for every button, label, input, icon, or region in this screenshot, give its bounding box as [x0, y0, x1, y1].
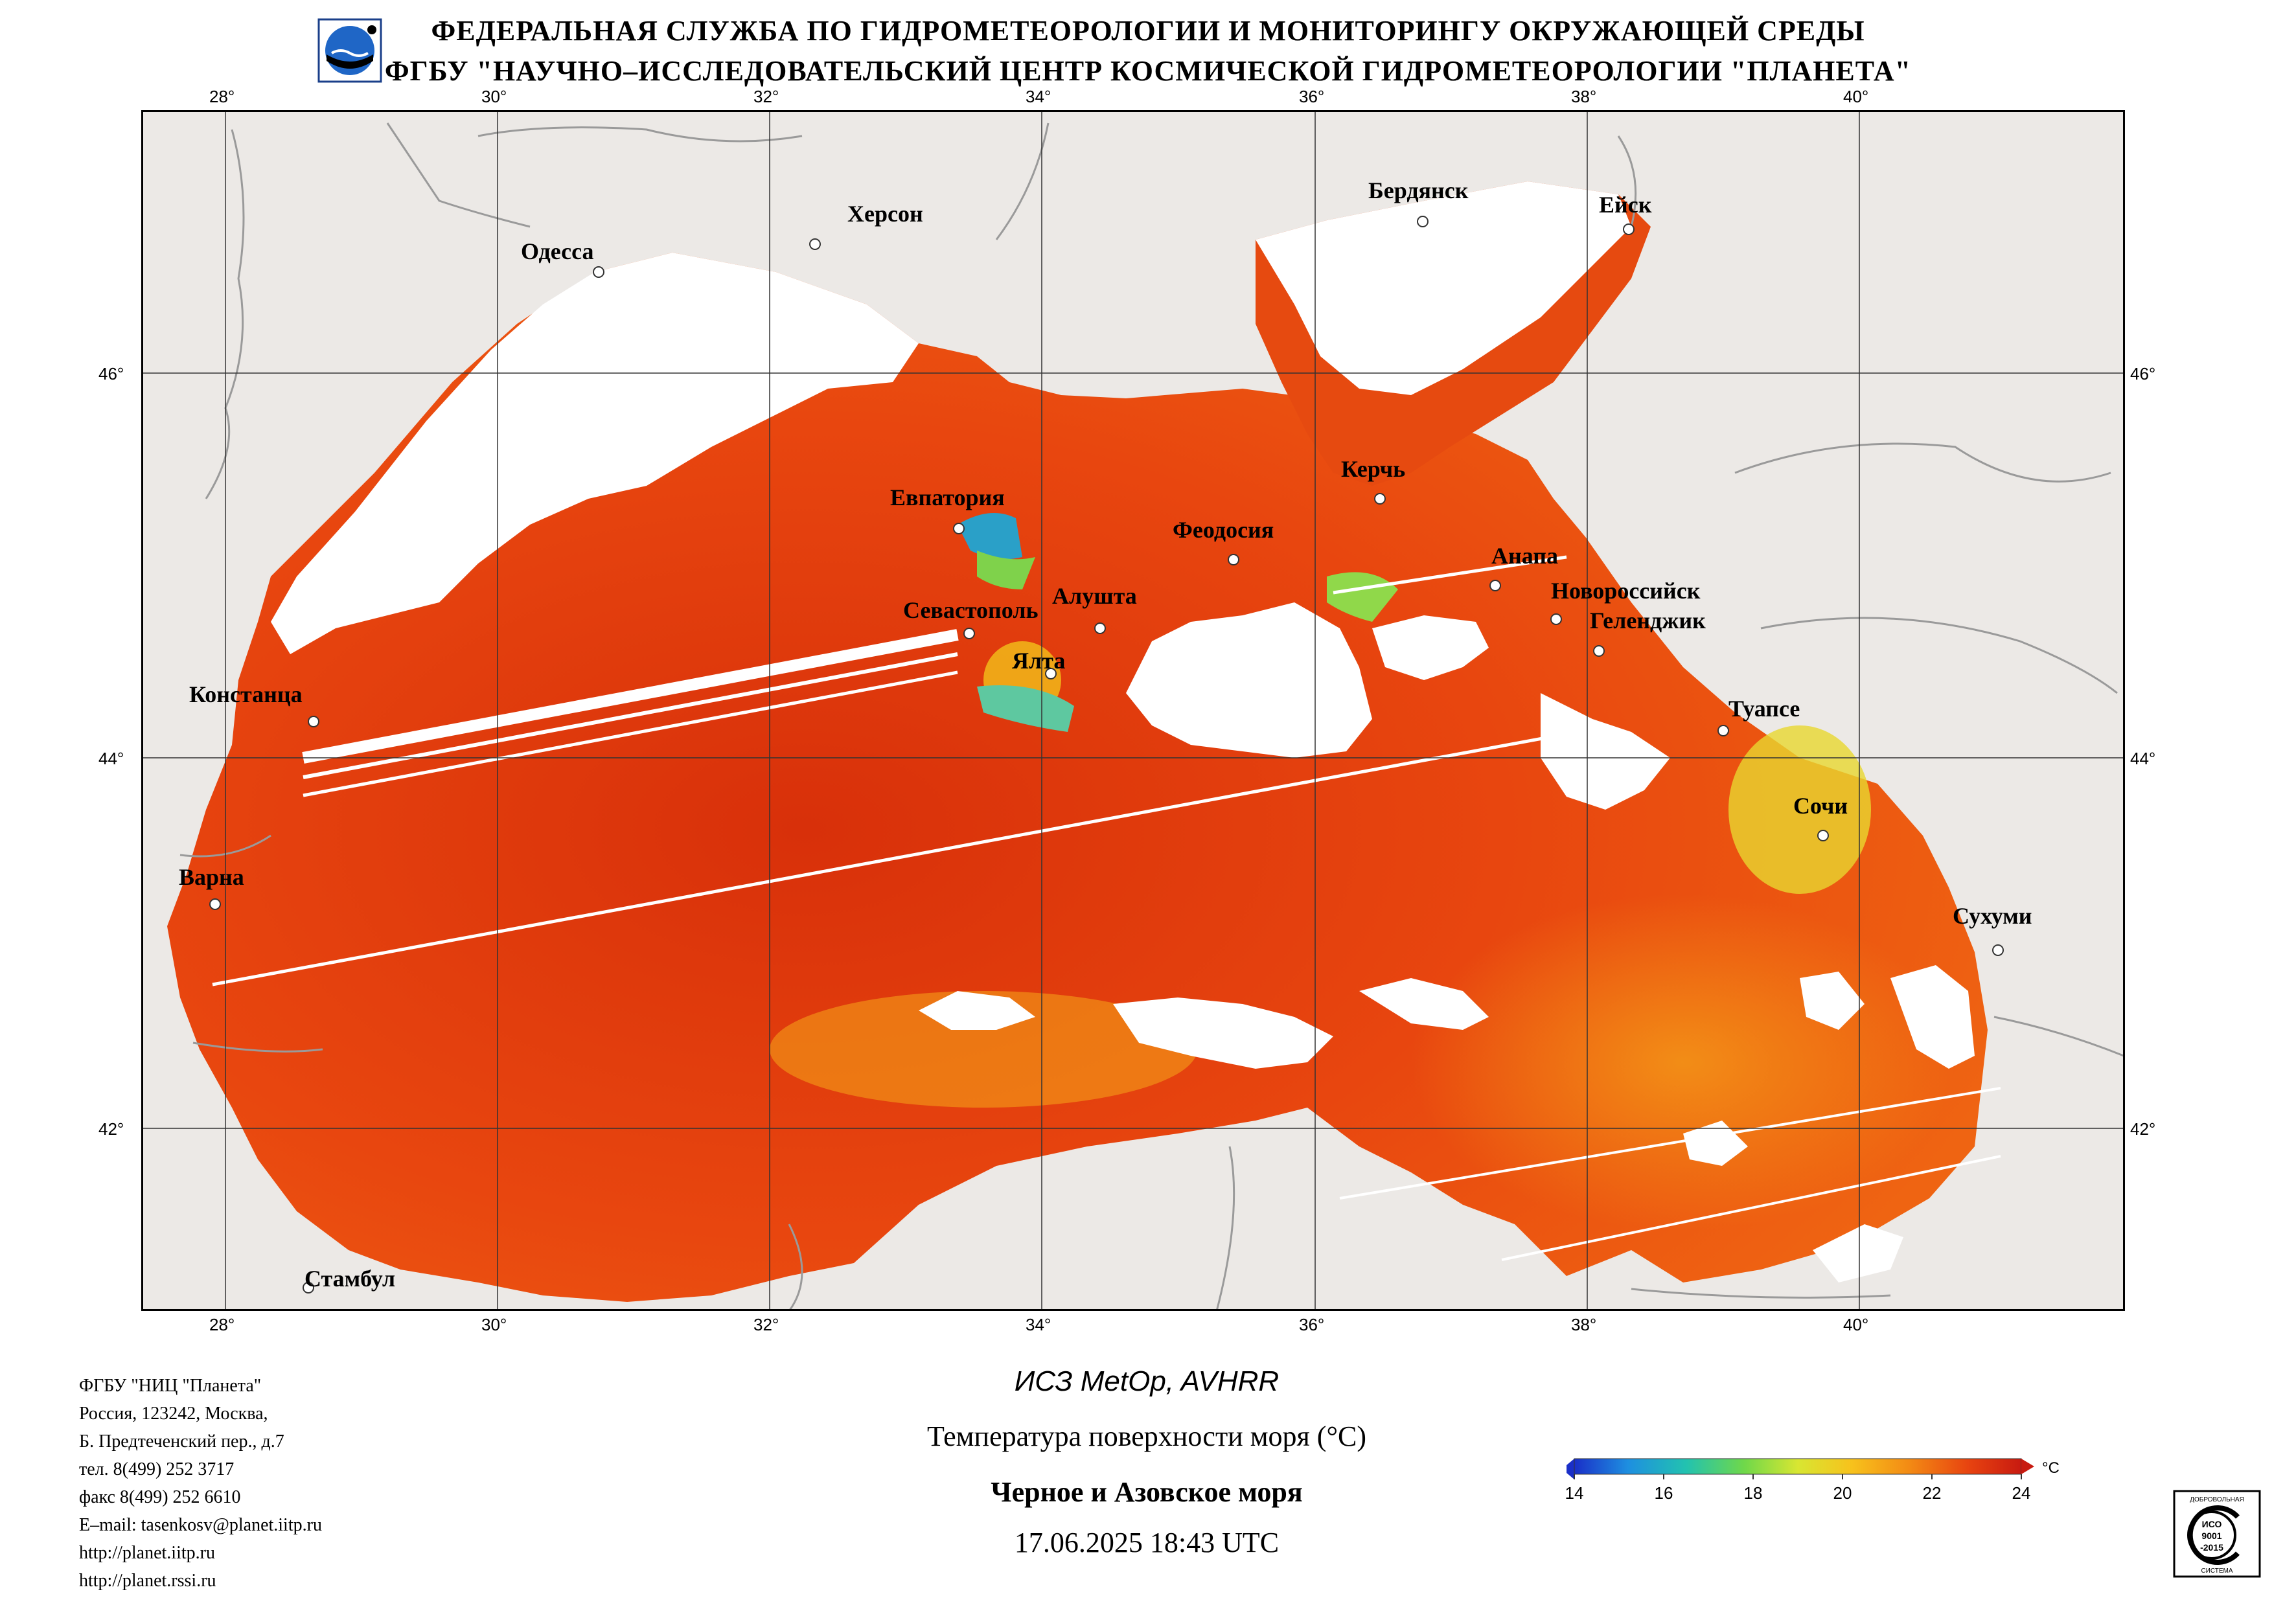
map-canvas: Одесса Херсон Бердянск Ейск Керчь Евпато…: [141, 110, 2125, 1311]
lat-label: 42°: [98, 1119, 124, 1139]
lon-label: 32°: [753, 1315, 779, 1334]
colorbar-tick-label: 18: [1744, 1483, 1763, 1503]
org-phone: тел. 8(499) 252 3717: [79, 1459, 235, 1479]
org-website-2[interactable]: http://planet.rssi.ru: [79, 1571, 216, 1591]
org-name: ФГБУ "НИЦ "Планета": [79, 1376, 262, 1396]
lon-label: 30°: [481, 87, 507, 106]
region-title: Черное и Азовское моря: [991, 1476, 1303, 1508]
cert-top-text: ДОБРОВОЛЬНАЯ: [2190, 1496, 2244, 1503]
city-label-gelendzhik: Геленджик: [1590, 608, 1706, 633]
lon-label: 36°: [1299, 87, 1325, 106]
city-label-sevastopol: Севастополь: [903, 597, 1039, 623]
graticule: [141, 110, 2125, 1311]
lon-label: 36°: [1299, 1315, 1325, 1334]
city-label-kherson: Херсон: [847, 201, 923, 227]
lon-label: 38°: [1571, 87, 1597, 106]
city-label-feodosia: Феодосия: [1173, 517, 1274, 543]
colorbar-low-arrow: [1567, 1459, 1574, 1479]
city-markers: [209, 216, 2004, 1294]
colorbar-tick-label: 14: [1565, 1483, 1584, 1503]
colorbar-ticks: [1574, 1474, 2022, 1479]
city-label-kerch: Керчь: [1341, 456, 1405, 482]
city-label-sukhumi: Сухуми: [1953, 903, 2032, 929]
lat-label: 46°: [2130, 364, 2156, 383]
cold-water-evpatoria-edge: [977, 551, 1035, 589]
colorbar-high-arrow: [2021, 1459, 2034, 1474]
org-fax: факс 8(499) 252 6610: [79, 1487, 241, 1507]
city-label-yalta: Ялта: [1012, 648, 1065, 674]
lon-label: 28°: [209, 1315, 235, 1334]
lon-label: 40°: [1843, 87, 1869, 106]
city-label-sochi: Сочи: [1793, 793, 1848, 819]
org-email[interactable]: E–mail: tasenkosv@planet.iitp.ru: [79, 1515, 322, 1535]
lat-label: 44°: [2130, 749, 2156, 768]
city-label-odessa: Одесса: [521, 238, 594, 264]
city-label-varna: Варна: [179, 864, 244, 890]
colorbar-unit: °C: [2042, 1459, 2060, 1477]
city-labels: Одесса Херсон Бердянск Ейск Керчь Евпато…: [179, 177, 2032, 1292]
cloud-cover: [271, 181, 1975, 1282]
city-label-novorossiysk: Новороссийск: [1551, 578, 1701, 604]
city-label-berdyansk: Бердянск: [1368, 177, 1469, 203]
org-address-country: Россия, 123242, Москва,: [79, 1404, 268, 1424]
city-label-tuapse: Туапсе: [1728, 696, 1800, 722]
lat-label: 42°: [2130, 1119, 2156, 1139]
cert-bottom-text: СИСТЕМА: [2201, 1567, 2233, 1575]
satellite-name: ИСЗ MetOp, AVHRR: [1014, 1365, 1280, 1397]
cert-line1: ИСО: [2202, 1519, 2222, 1529]
colorbar-tick-label: 24: [2012, 1483, 2031, 1503]
lon-label: 40°: [1843, 1315, 1869, 1334]
org-website-1[interactable]: http://planet.iitp.ru: [79, 1543, 215, 1563]
iso-certificate-badge: ДОБРОВОЛЬНАЯ ИСО 9001 -2015 СИСТЕМА: [2173, 1490, 2261, 1578]
cert-line2: 9001: [2201, 1531, 2221, 1541]
lon-label: 34°: [1026, 87, 1051, 106]
colorbar-tick-label: 22: [1923, 1483, 1942, 1503]
lat-label: 44°: [98, 749, 124, 768]
lon-label: 32°: [753, 87, 779, 106]
borders: [179, 122, 2124, 1311]
cool-water-south: [770, 991, 1197, 1108]
scan-gaps: [212, 555, 2001, 1261]
planeta-logo: [317, 18, 382, 83]
city-label-anapa: Анапа: [1491, 543, 1558, 569]
temperature-colorbar: 14 16 18 20 22 24 °C: [1565, 1458, 2060, 1503]
lon-label: 38°: [1571, 1315, 1597, 1334]
header-title-line1: ФЕДЕРАЛЬНАЯ СЛУЖБА ПО ГИДРОМЕТЕОРОЛОГИИ …: [431, 15, 1865, 47]
cold-water-yalta-coast: [977, 685, 1074, 732]
cool-water-east: [1411, 894, 1955, 1231]
lon-label: 34°: [1026, 1315, 1051, 1334]
sea-surface-temperature-map: Одесса Херсон Бердянск Ейск Керчь Евпато…: [141, 110, 2125, 1311]
city-label-yeysk: Ейск: [1599, 192, 1652, 218]
lon-label: 28°: [209, 87, 235, 106]
lon-label: 30°: [481, 1315, 507, 1334]
product-title: Температура поверхности моря (°C): [926, 1420, 1367, 1452]
cold-water-evpatoria: [958, 513, 1022, 560]
colorbar-gradient: [1574, 1458, 2022, 1475]
observation-datetime: 17.06.2025 18:43 UTC: [1014, 1527, 1280, 1558]
city-label-constanta: Констанца: [189, 681, 303, 707]
cool-water-sochi: [1728, 725, 1871, 894]
cert-line3: -2015: [2200, 1542, 2223, 1553]
org-address-street: Б. Предтеченский пер., д.7: [79, 1431, 284, 1452]
organization-info: ФГБУ "НИЦ "Планета" Россия, 123242, Моск…: [79, 1372, 322, 1595]
city-label-istanbul: Стамбул: [304, 1266, 395, 1292]
colorbar-tick-label: 20: [1833, 1483, 1852, 1503]
colorbar-tick-label: 16: [1655, 1483, 1673, 1503]
lat-label: 46°: [98, 364, 124, 383]
header-title-line2: ФГБУ "НАУЧНО–ИССЛЕДОВАТЕЛЬСКИЙ ЦЕНТР КОС…: [384, 55, 1912, 87]
city-label-alushta: Алушта: [1052, 583, 1137, 609]
city-label-evpatoria: Евпатория: [890, 484, 1005, 510]
